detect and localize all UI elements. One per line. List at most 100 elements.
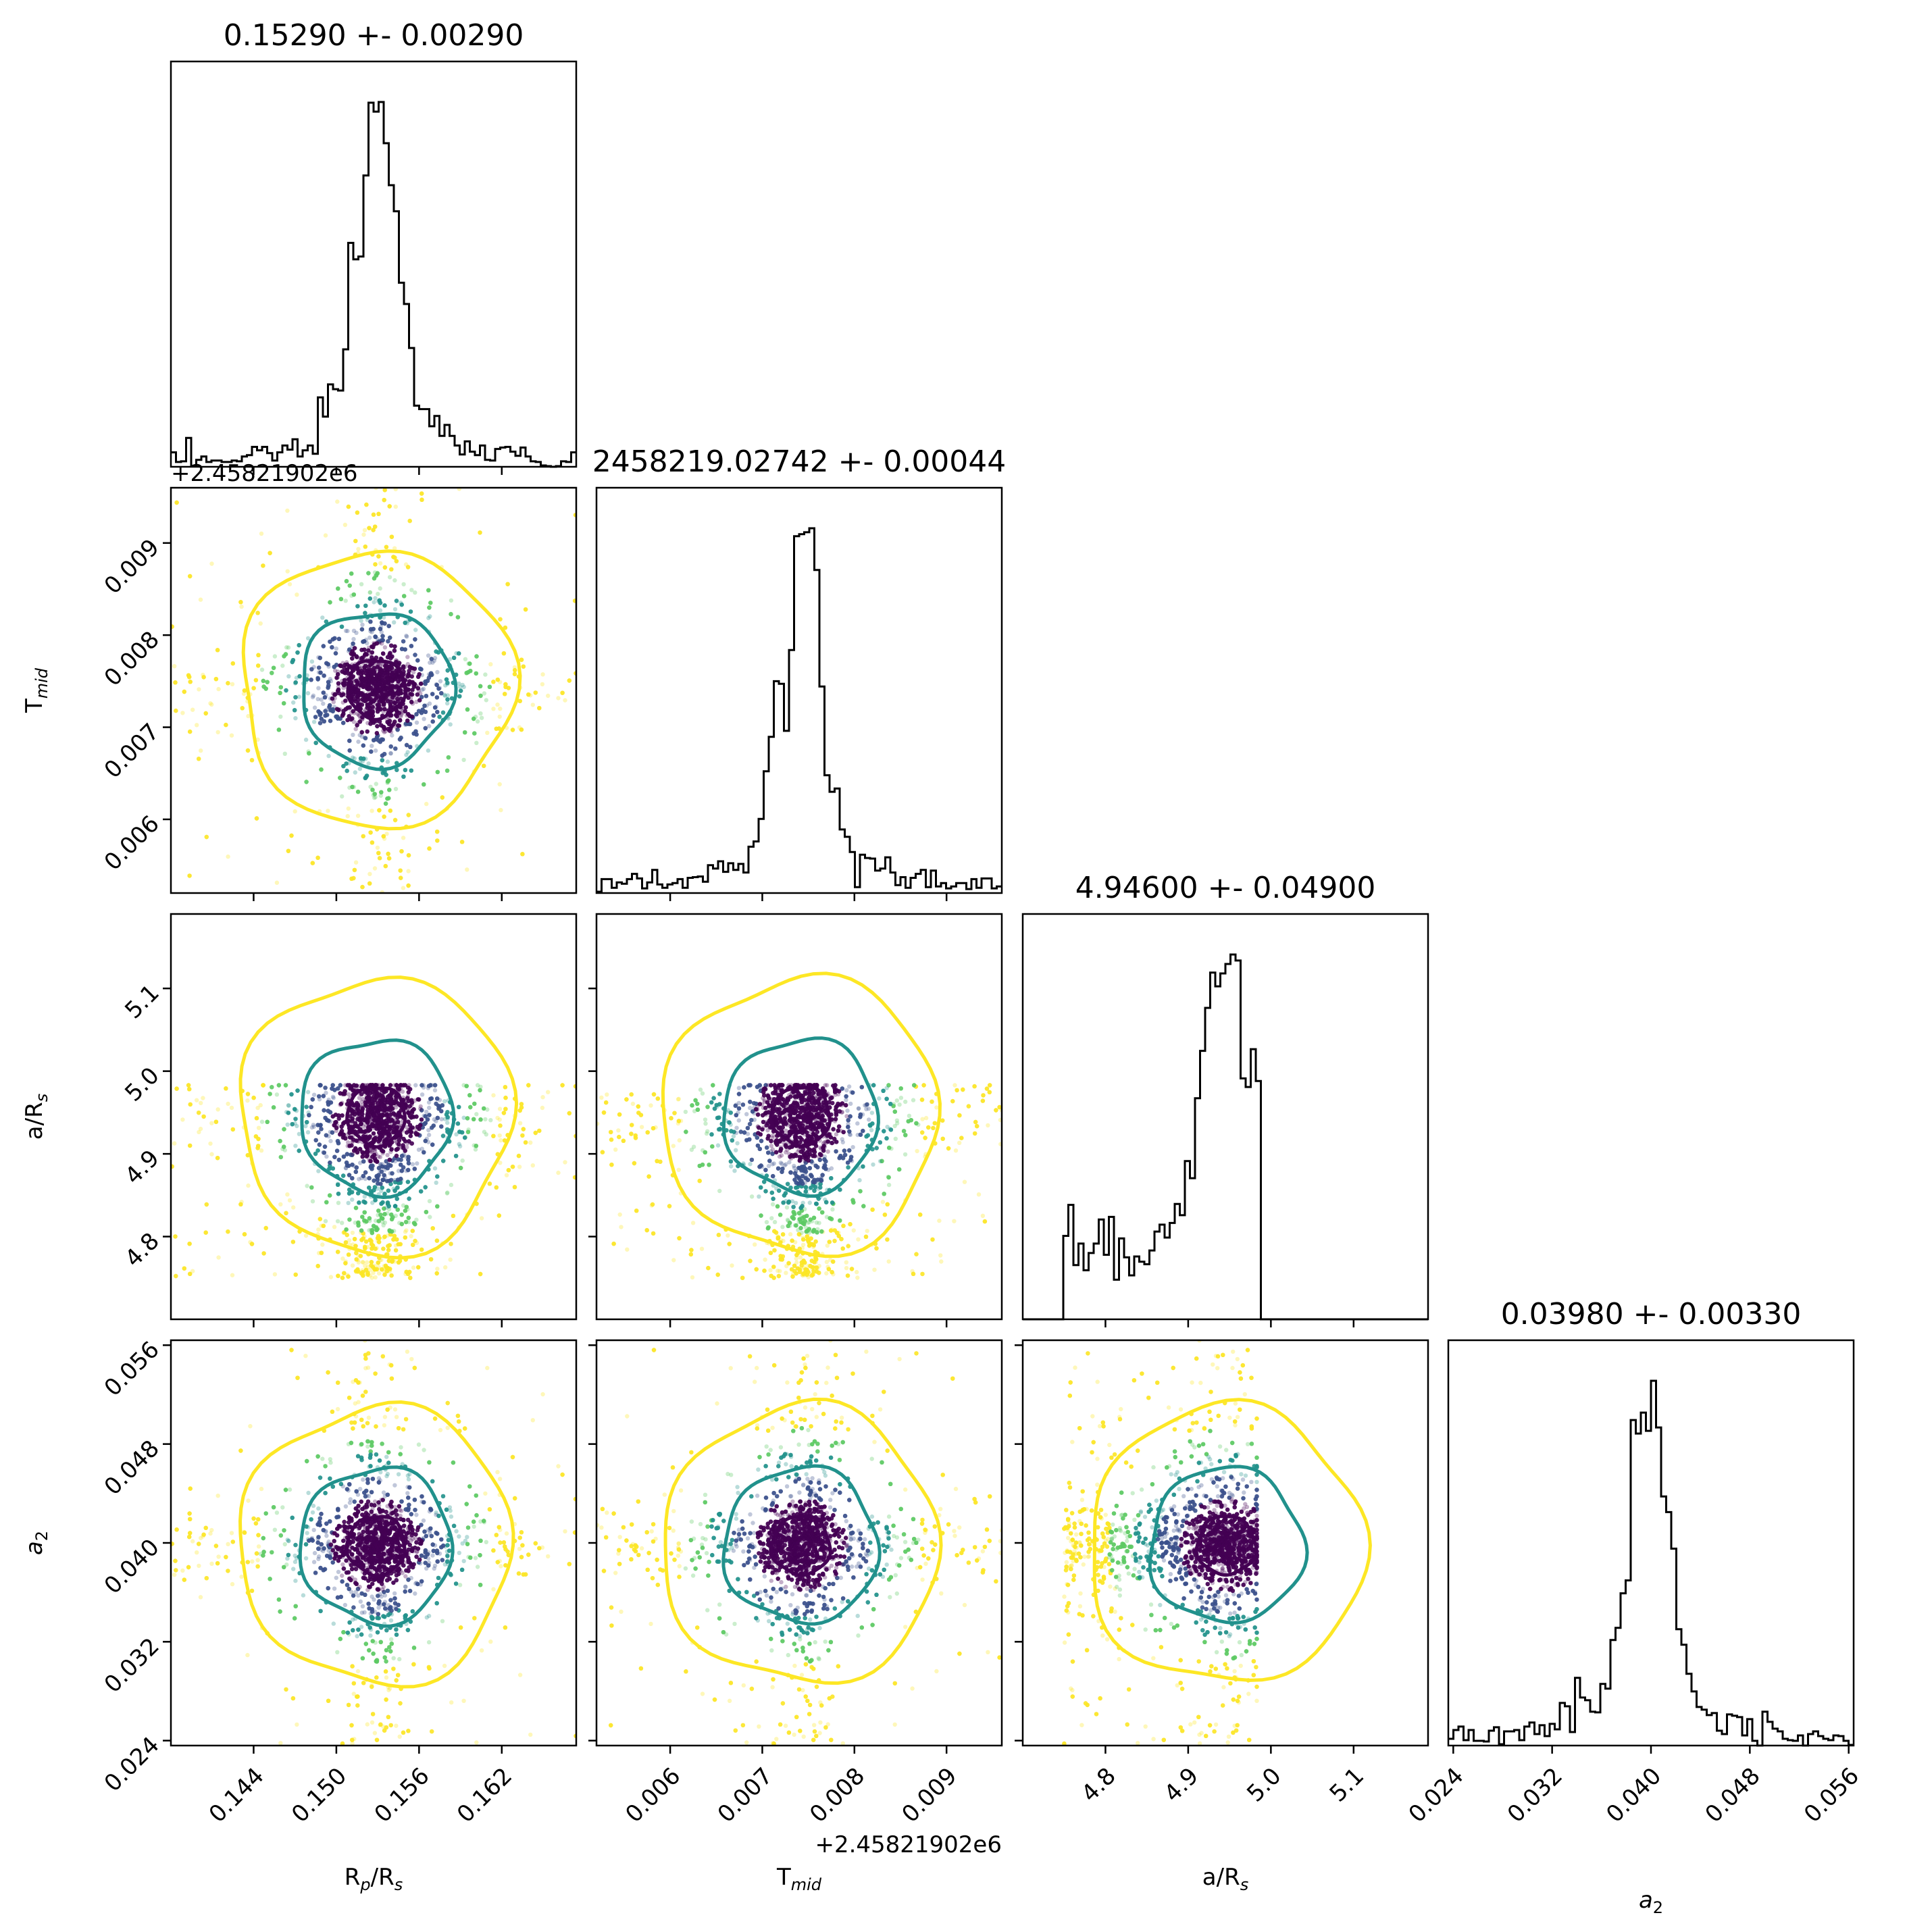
- sample-point: [419, 491, 424, 496]
- sample-point: [572, 599, 576, 603]
- sample-point: [363, 611, 367, 615]
- sample-point: [572, 599, 576, 603]
- sample-point: [293, 708, 297, 713]
- sample-point: [384, 832, 389, 836]
- sample-point: [367, 881, 372, 886]
- sample-point: [216, 686, 221, 692]
- sample-point: [382, 488, 387, 492]
- sample-point: [289, 833, 294, 838]
- sample-point: [174, 708, 178, 713]
- sample-point: [261, 563, 265, 568]
- sample-point: [342, 522, 348, 528]
- sample-point: [520, 852, 525, 857]
- sample-point: [353, 538, 358, 544]
- sample-point: [409, 700, 414, 705]
- sample-point: [424, 801, 429, 807]
- sample-point: [382, 488, 387, 492]
- sample-point: [224, 722, 228, 728]
- sample-point: [388, 808, 392, 813]
- sample-point: [188, 574, 193, 579]
- sample-point: [399, 646, 405, 651]
- sample-point: [360, 884, 365, 890]
- sample-point: [419, 491, 424, 496]
- sample-point: [360, 622, 365, 627]
- sample-point: [393, 786, 399, 792]
- sample-point: [420, 707, 425, 712]
- sample-point: [497, 714, 502, 719]
- sample-point: [188, 729, 193, 734]
- sample-point: [197, 757, 201, 761]
- sample-point: [464, 671, 469, 676]
- sample-point: [434, 695, 440, 700]
- sample-point: [497, 782, 502, 787]
- sample-point: [567, 678, 571, 683]
- sample-point: [406, 853, 411, 858]
- sample-point: [463, 657, 468, 661]
- sample-point: [378, 601, 383, 605]
- sample-point: [491, 707, 496, 711]
- sample-point: [520, 852, 525, 857]
- sample-point: [466, 661, 471, 666]
- sample-point: [380, 758, 384, 763]
- sample-point: [188, 729, 193, 734]
- sample-point: [461, 757, 466, 763]
- sample-point: [385, 759, 390, 764]
- sample-point: [401, 582, 406, 587]
- sample-point: [401, 774, 406, 779]
- sample-point: [520, 852, 525, 857]
- sample-point: [503, 682, 508, 687]
- sample-point: [372, 792, 377, 796]
- sample-point: [349, 876, 354, 882]
- sample-point: [427, 846, 432, 851]
- sample-point: [239, 604, 244, 609]
- sample-point: [382, 814, 386, 819]
- sample-point: [393, 746, 398, 751]
- sample-point: [343, 698, 348, 703]
- sample-point: [213, 677, 219, 682]
- sample-point: [349, 876, 354, 882]
- sample-point: [346, 806, 351, 811]
- sample-point: [419, 497, 424, 502]
- sample-point: [363, 757, 368, 761]
- sample-point: [174, 708, 178, 713]
- sample-point: [365, 729, 370, 734]
- sample-point: [415, 658, 420, 663]
- sample-point: [431, 713, 436, 718]
- sample-point: [286, 645, 291, 650]
- sample-point: [386, 639, 390, 644]
- sample-point: [326, 809, 330, 813]
- sample-point: [187, 873, 192, 878]
- sample-point: [372, 866, 378, 871]
- sample-point: [415, 692, 420, 697]
- sample-point: [339, 624, 345, 629]
- sample-point: [188, 574, 193, 579]
- sample-point: [370, 840, 375, 845]
- sample-point: [309, 659, 315, 664]
- sample-point: [406, 883, 411, 888]
- sample-point: [413, 590, 417, 595]
- sample-point: [251, 686, 256, 690]
- sample-point: [488, 662, 493, 667]
- sample-point: [293, 680, 298, 685]
- sample-point: [387, 788, 392, 792]
- sample-point: [498, 617, 503, 621]
- sample-point: [382, 565, 388, 570]
- sample-point: [378, 561, 383, 566]
- sample-point: [331, 700, 336, 705]
- sample-point: [458, 688, 463, 693]
- sample-point: [315, 677, 320, 682]
- sample-point: [282, 701, 286, 706]
- sample-point: [572, 599, 576, 603]
- sample-point: [401, 639, 406, 644]
- sample-point: [428, 660, 432, 665]
- sample-point: [526, 692, 531, 697]
- sample-point: [271, 665, 276, 670]
- sample-point: [209, 561, 214, 566]
- sample-point: [499, 808, 503, 813]
- sample-point: [367, 871, 372, 877]
- sample-point: [334, 646, 338, 651]
- sample-point: [386, 796, 391, 800]
- sample-point: [349, 876, 354, 882]
- sample-point: [343, 599, 348, 603]
